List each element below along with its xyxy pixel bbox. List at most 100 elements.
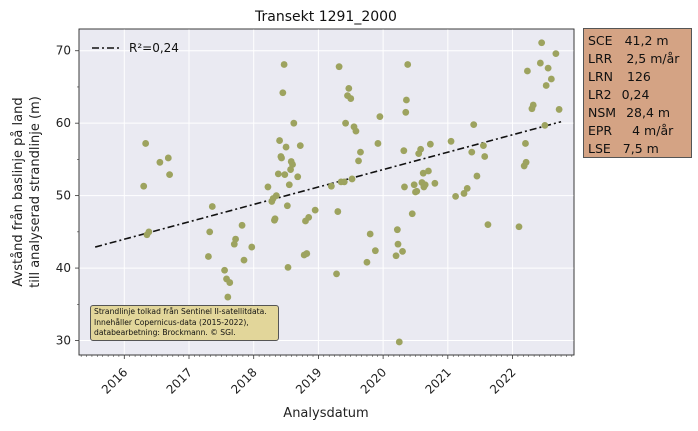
y-tick-label: 40 (56, 261, 71, 275)
data-point (393, 226, 401, 234)
stat-key: LR2 (588, 87, 612, 102)
plot-frame (78, 28, 575, 356)
x-tick-label: 2016 (99, 365, 130, 396)
data-point (542, 82, 550, 89)
data-point (156, 158, 164, 166)
trend-line (94, 120, 562, 248)
x-tick-label: 2018 (228, 365, 259, 396)
stat-key: LRR (588, 51, 613, 66)
data-point (395, 338, 403, 346)
data-point (276, 137, 283, 144)
data-point (205, 253, 212, 260)
stat-key: EPR (588, 123, 613, 138)
data-point (452, 192, 459, 200)
data-point (536, 59, 544, 67)
data-point (327, 182, 335, 190)
x-axis-title: Analysdatum (283, 406, 368, 421)
data-point (468, 148, 476, 156)
stat-row-sce: SCE 41,2 m (588, 32, 687, 50)
data-point (401, 183, 408, 191)
data-point (392, 252, 400, 260)
data-point (285, 181, 293, 189)
data-point (283, 202, 291, 210)
data-point (524, 67, 531, 75)
stat-key: LRN (588, 69, 613, 84)
x-tick-label: 2021 (422, 365, 453, 396)
y-tick-label: 60 (56, 116, 71, 130)
y-tick-label: 30 (56, 334, 71, 348)
data-point (333, 270, 340, 278)
legend-label: R²=0,24 (129, 41, 179, 55)
data-point (547, 75, 555, 83)
data-point (419, 169, 427, 177)
data-point (303, 250, 311, 257)
y-axis-title-line-1: Avstånd från baslinje på land (11, 97, 26, 286)
data-point (355, 157, 362, 165)
stat-value: 28,4 m (626, 105, 671, 120)
data-point (226, 279, 234, 286)
data-point (447, 137, 455, 145)
data-point (238, 221, 246, 229)
data-point (281, 171, 289, 179)
data-point (522, 158, 530, 166)
data-point (366, 230, 374, 238)
data-point (232, 235, 239, 243)
trend-line-layer (94, 120, 562, 248)
data-point (278, 154, 285, 162)
data-point (140, 182, 148, 190)
data-point (394, 240, 402, 248)
stat-row-lrn: LRN 126 (588, 68, 687, 86)
stat-value: 7,5 m (622, 141, 659, 156)
data-point (357, 148, 364, 156)
stat-key: LSE (588, 141, 611, 156)
chart-title: Transekt 1291_2000 (254, 9, 397, 25)
stat-key: SCE (588, 33, 613, 48)
data-point (142, 140, 150, 147)
plot-area (78, 28, 575, 356)
y-tick-label: 70 (56, 44, 71, 58)
data-point (425, 167, 432, 175)
data-point (417, 145, 425, 153)
data-point (481, 153, 489, 160)
stat-value: 2,5 m/år (626, 51, 680, 66)
data-point (426, 140, 434, 148)
data-point (480, 142, 487, 150)
data-point (522, 140, 529, 147)
data-point (552, 50, 560, 58)
data-point (515, 223, 523, 231)
data-point (334, 208, 342, 215)
data-point (347, 95, 355, 102)
data-point (352, 127, 360, 135)
credit-line-3: databearbetning: Brockmann. © SGI. (94, 328, 236, 337)
data-point (166, 171, 173, 179)
data-point (421, 181, 429, 189)
data-point (413, 187, 421, 195)
data-point (371, 247, 379, 255)
credit-line-1: Strandlinje tolkad från Sentinel II-sate… (94, 307, 267, 316)
data-point (335, 63, 343, 71)
data-point (296, 142, 304, 150)
data-point (264, 183, 272, 191)
statistics-box: SCE 41,2 m LRR 2,5 m/år LRN 126 LR2 0,24 NSM… (583, 28, 692, 158)
stat-row-epr: EPR 4 m/år (588, 122, 687, 140)
data-point (248, 243, 256, 251)
stat-value: 126 (627, 69, 651, 84)
data-point (208, 203, 216, 210)
data-point (404, 61, 412, 68)
data-point (470, 121, 478, 129)
legend: R²=0,24 (92, 41, 179, 55)
stat-row-lr2: LR2 0,24 (588, 86, 687, 104)
data-point (348, 175, 356, 183)
data-point (274, 170, 282, 178)
data-point (463, 184, 471, 192)
data-point (410, 181, 418, 189)
data-point (408, 210, 416, 218)
stat-key: NSM (588, 105, 617, 120)
stat-row-lrr: LRR 2,5 m/år (588, 50, 687, 68)
data-point (145, 228, 153, 236)
data-point (290, 119, 298, 127)
data-point (240, 256, 248, 264)
data-point (460, 190, 468, 197)
y-axis-title-line-2: till analyserad strandlinje (m) (28, 96, 43, 288)
